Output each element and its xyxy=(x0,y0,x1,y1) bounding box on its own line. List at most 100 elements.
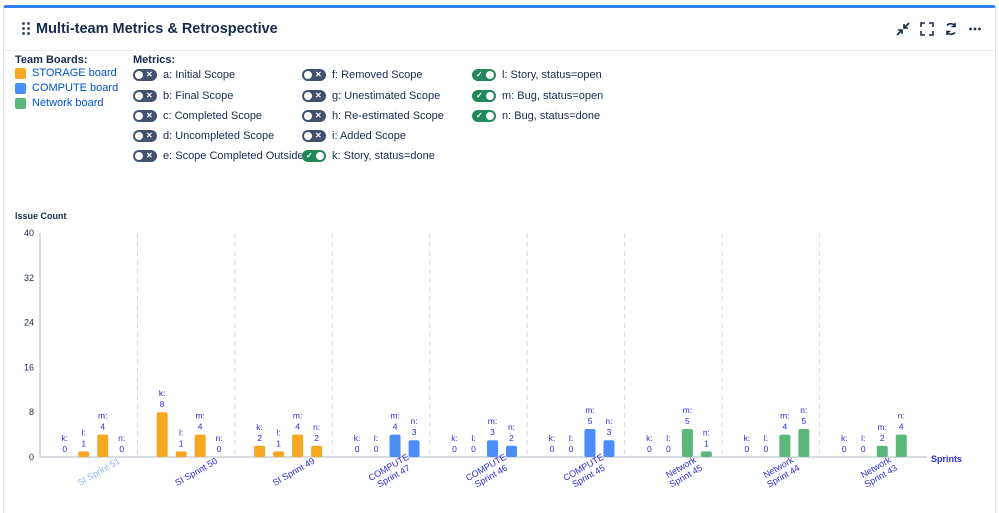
bar-n xyxy=(506,445,517,457)
widget-frame: Multi-team Metrics & Retrospective xyxy=(3,7,997,513)
metric-toggle-b[interactable]: ✕ b: Final Scope xyxy=(133,90,233,102)
toggle-switch[interactable]: ✕ xyxy=(302,90,326,102)
category-label-text: SI Sprint 51 xyxy=(76,456,122,488)
metric-label: n: Bug, status=done xyxy=(502,110,601,122)
bar-l xyxy=(273,451,285,457)
toggle-switch[interactable]: ✕ xyxy=(302,130,326,142)
metric-toggle-i[interactable]: ✕ i: Added Scope xyxy=(302,130,406,142)
bar-m xyxy=(292,434,304,457)
drag-handle-icon[interactable] xyxy=(22,22,34,36)
bar-n xyxy=(895,434,907,457)
toggle-switch[interactable]: ✓ xyxy=(472,69,496,81)
data-label-value: 1 xyxy=(81,438,86,448)
toggle-switch[interactable]: ✕ xyxy=(302,69,326,81)
data-label-value: 3 xyxy=(490,427,495,437)
category-label-text: SI Sprint 49 xyxy=(271,456,317,488)
data-label-key: l: xyxy=(666,433,670,443)
data-label-value: 0 xyxy=(666,444,671,454)
data-label-value: 3 xyxy=(607,427,612,437)
team-boards-title: Team Boards: xyxy=(15,54,88,66)
data-label-key: k: xyxy=(354,433,361,443)
bar-m xyxy=(681,429,693,457)
metric-toggle-k[interactable]: ✓ k: Story, status=done xyxy=(302,150,435,162)
bar-m xyxy=(194,434,206,457)
category-label[interactable]: SI Sprint 49 xyxy=(271,456,317,488)
minimize-icon[interactable] xyxy=(895,19,911,39)
fullscreen-icon-glyph xyxy=(920,22,934,36)
bar-m xyxy=(389,434,401,457)
data-label-value: 0 xyxy=(355,444,360,454)
toggle-switch[interactable]: ✓ xyxy=(472,90,496,102)
bar-n xyxy=(798,429,810,457)
metric-toggle-h[interactable]: ✕ h: Re-estimated Scope xyxy=(302,110,444,122)
data-label-key: k: xyxy=(61,433,68,443)
data-label-key: l: xyxy=(276,427,280,437)
data-label-key: m: xyxy=(488,416,497,426)
data-label-key: k: xyxy=(159,388,166,398)
metric-toggle-l[interactable]: ✓ l: Story, status=open xyxy=(472,69,602,81)
data-label-key: n: xyxy=(605,416,612,426)
metric-toggle-n[interactable]: ✓ n: Bug, status=done xyxy=(472,110,600,122)
minimize-icon-glyph xyxy=(896,22,910,36)
toggle-switch[interactable]: ✕ xyxy=(133,150,157,162)
bar-m xyxy=(97,434,109,457)
category-label[interactable]: SI Sprint 51 xyxy=(76,456,122,488)
data-label-value: 0 xyxy=(471,444,476,454)
data-label-value: 0 xyxy=(744,444,749,454)
team-board-compute[interactable]: COMPUTE board xyxy=(15,82,118,94)
y-tick-label: 16 xyxy=(24,362,34,372)
data-label-value: 0 xyxy=(763,444,768,454)
toggle-switch[interactable]: ✕ xyxy=(133,69,157,81)
data-label-value: 0 xyxy=(374,444,379,454)
metric-label: i: Added Scope xyxy=(332,130,407,142)
data-label-key: k: xyxy=(256,422,263,432)
metric-label: m: Bug, status=open xyxy=(502,90,604,102)
fullscreen-icon[interactable] xyxy=(919,19,935,39)
data-label-value: 1 xyxy=(704,438,709,448)
metric-toggle-f[interactable]: ✕ f: Removed Scope xyxy=(302,69,423,81)
data-label-key: l: xyxy=(764,433,768,443)
data-label-value: 0 xyxy=(550,444,555,454)
team-board-label: COMPUTE board xyxy=(32,82,119,94)
metric-toggle-d[interactable]: ✕ d: Uncompleted Scope xyxy=(133,130,274,142)
metric-label: d: Uncompleted Scope xyxy=(163,130,275,142)
more-icon[interactable] xyxy=(967,19,983,39)
toggle-switch[interactable]: ✕ xyxy=(133,130,157,142)
data-label-key: k: xyxy=(841,433,848,443)
data-label-key: l: xyxy=(861,433,865,443)
toggle-switch[interactable]: ✕ xyxy=(302,110,326,122)
y-tick-label: 0 xyxy=(29,452,34,462)
metric-toggle-c[interactable]: ✕ c: Completed Scope xyxy=(133,110,262,122)
toggle-switch[interactable]: ✕ xyxy=(133,90,157,102)
data-label-value: 2 xyxy=(880,433,885,443)
bar-n xyxy=(700,451,712,457)
data-label-key: l: xyxy=(82,427,86,437)
data-label-value: 0 xyxy=(569,444,574,454)
team-swatch xyxy=(15,82,26,94)
data-label-key: n: xyxy=(411,416,418,426)
data-label-value: 5 xyxy=(588,416,593,426)
toggle-switch[interactable]: ✓ xyxy=(472,110,496,122)
y-axis-title: Issue Count xyxy=(15,211,67,221)
toggle-switch[interactable]: ✓ xyxy=(302,150,326,162)
team-board-network[interactable]: Network board xyxy=(15,97,104,109)
metric-toggle-e[interactable]: ✕ e: Scope Completed Outside xyxy=(133,150,304,162)
refresh-icon[interactable] xyxy=(943,19,959,39)
bar-k xyxy=(254,445,266,457)
bar-m xyxy=(487,440,498,457)
toggle-switch[interactable]: ✕ xyxy=(133,110,157,122)
metric-toggle-a[interactable]: ✕ a: Initial Scope xyxy=(133,69,235,81)
metric-label: c: Completed Scope xyxy=(163,110,263,122)
bar-m xyxy=(584,429,596,457)
metric-toggle-g[interactable]: ✕ g: Unestimated Scope xyxy=(302,90,440,102)
category-label[interactable]: SI Sprint 50 xyxy=(173,456,219,488)
team-board-storage[interactable]: STORAGE board xyxy=(15,67,117,79)
metric-toggle-m[interactable]: ✓ m: Bug, status=open xyxy=(472,90,603,102)
